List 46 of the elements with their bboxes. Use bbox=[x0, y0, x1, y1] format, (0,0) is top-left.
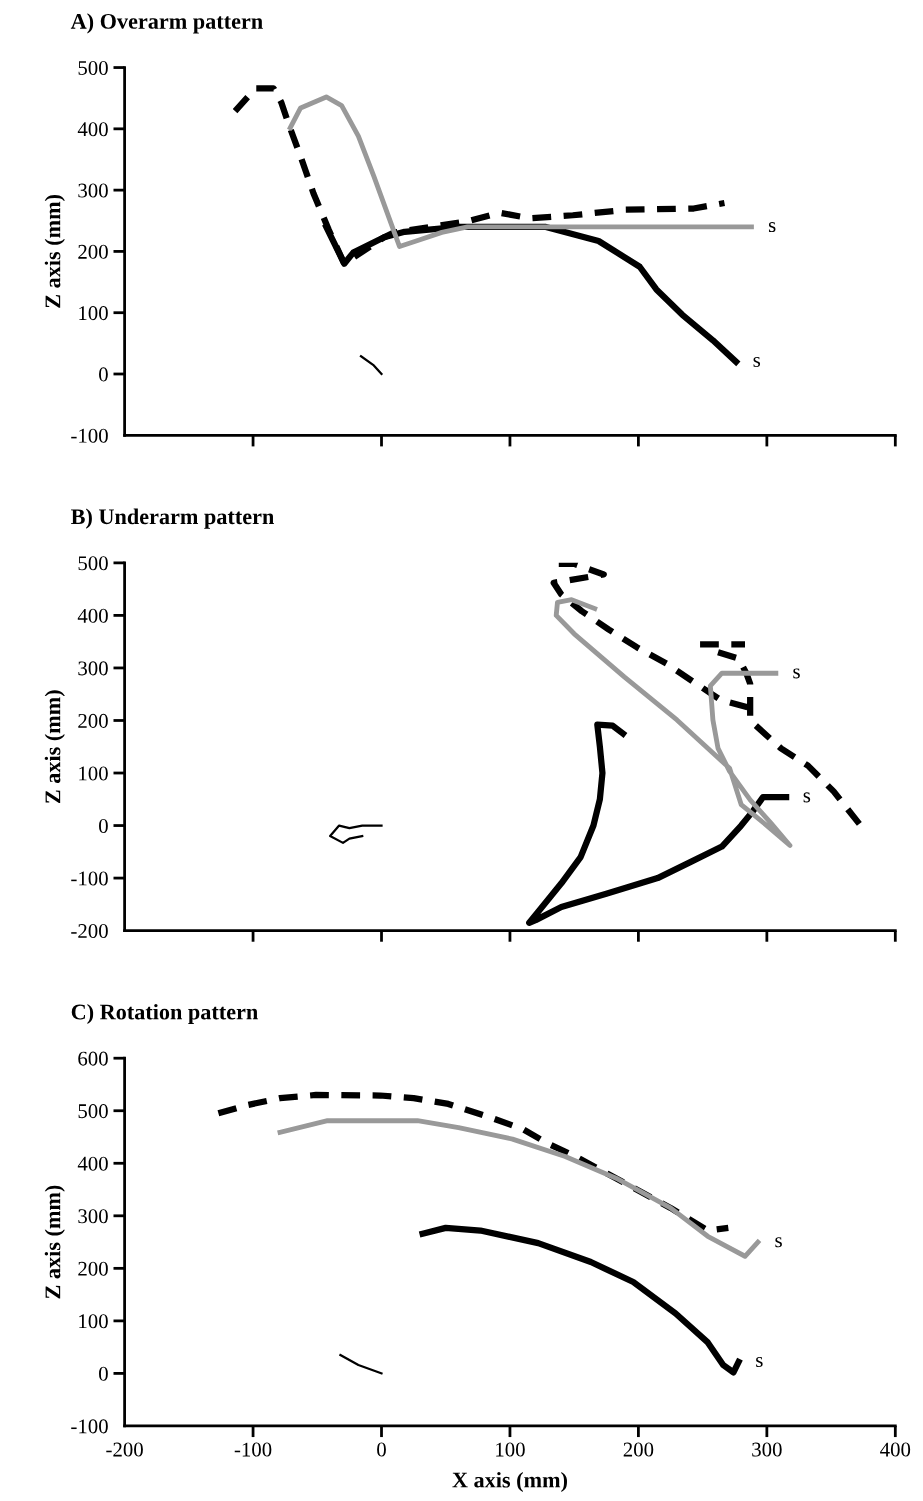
series-label: s bbox=[793, 668, 800, 679]
series-label: s bbox=[753, 356, 761, 367]
y-tick-label: 400 bbox=[77, 608, 108, 623]
y-tick-label: 100 bbox=[79, 306, 108, 321]
y-axis-title: Z axis (mm) bbox=[44, 690, 65, 804]
x-tick-label: 300 bbox=[752, 1442, 782, 1457]
series-label: s bbox=[775, 1237, 782, 1248]
y-tick-label: 400 bbox=[77, 1156, 108, 1171]
x-tick-label: 200 bbox=[623, 1442, 654, 1457]
y-tick-label: 0 bbox=[99, 1366, 108, 1381]
y-tick-label: -100 bbox=[71, 1419, 108, 1434]
line-series bbox=[277, 1118, 761, 1259]
y-tick-label: 400 bbox=[77, 122, 108, 137]
y-tick-label: -100 bbox=[71, 871, 108, 886]
x-tick-label: 0 bbox=[377, 1442, 386, 1457]
y-tick-label: 100 bbox=[79, 766, 108, 781]
chart-title: B) Underarm pattern bbox=[71, 508, 274, 529]
line-series bbox=[553, 597, 793, 848]
y-tick-label: 0 bbox=[99, 367, 108, 382]
y-tick-label: 0 bbox=[99, 818, 108, 833]
chart-title: A) Overarm pattern bbox=[70, 13, 263, 34]
line-series bbox=[287, 94, 754, 249]
y-tick-label: 300 bbox=[78, 1209, 108, 1224]
y-tick-label: 500 bbox=[78, 60, 108, 75]
y-tick-label: -100 bbox=[71, 428, 108, 443]
x-tick-label: 400 bbox=[880, 1442, 911, 1457]
y-axis-title: Z axis (mm) bbox=[44, 194, 65, 308]
y-tick-label: 500 bbox=[78, 556, 108, 571]
y-tick-label: 300 bbox=[78, 661, 108, 676]
y-tick-label: 100 bbox=[79, 1314, 108, 1329]
series-label: s bbox=[768, 222, 776, 233]
chart-title: C) Rotation pattern bbox=[71, 1003, 258, 1025]
x-tick-label: -100 bbox=[234, 1442, 272, 1457]
x-tick-label: 100 bbox=[496, 1442, 525, 1457]
y-axis-title: Z axis (mm) bbox=[44, 1185, 65, 1299]
x-axis-title: X axis (mm) bbox=[452, 1471, 567, 1493]
y-tick-label: 200 bbox=[78, 244, 108, 259]
y-tick-label: 200 bbox=[78, 713, 108, 728]
y-tick-label: 200 bbox=[78, 1261, 108, 1276]
series-label: s bbox=[756, 1357, 763, 1368]
y-tick-label: -200 bbox=[71, 923, 108, 939]
y-tick-label: 300 bbox=[78, 183, 108, 198]
series-label: s bbox=[803, 792, 811, 803]
y-tick-label: 600 bbox=[78, 1051, 108, 1066]
y-tick-label: 500 bbox=[78, 1104, 108, 1119]
line-series bbox=[329, 824, 383, 844]
